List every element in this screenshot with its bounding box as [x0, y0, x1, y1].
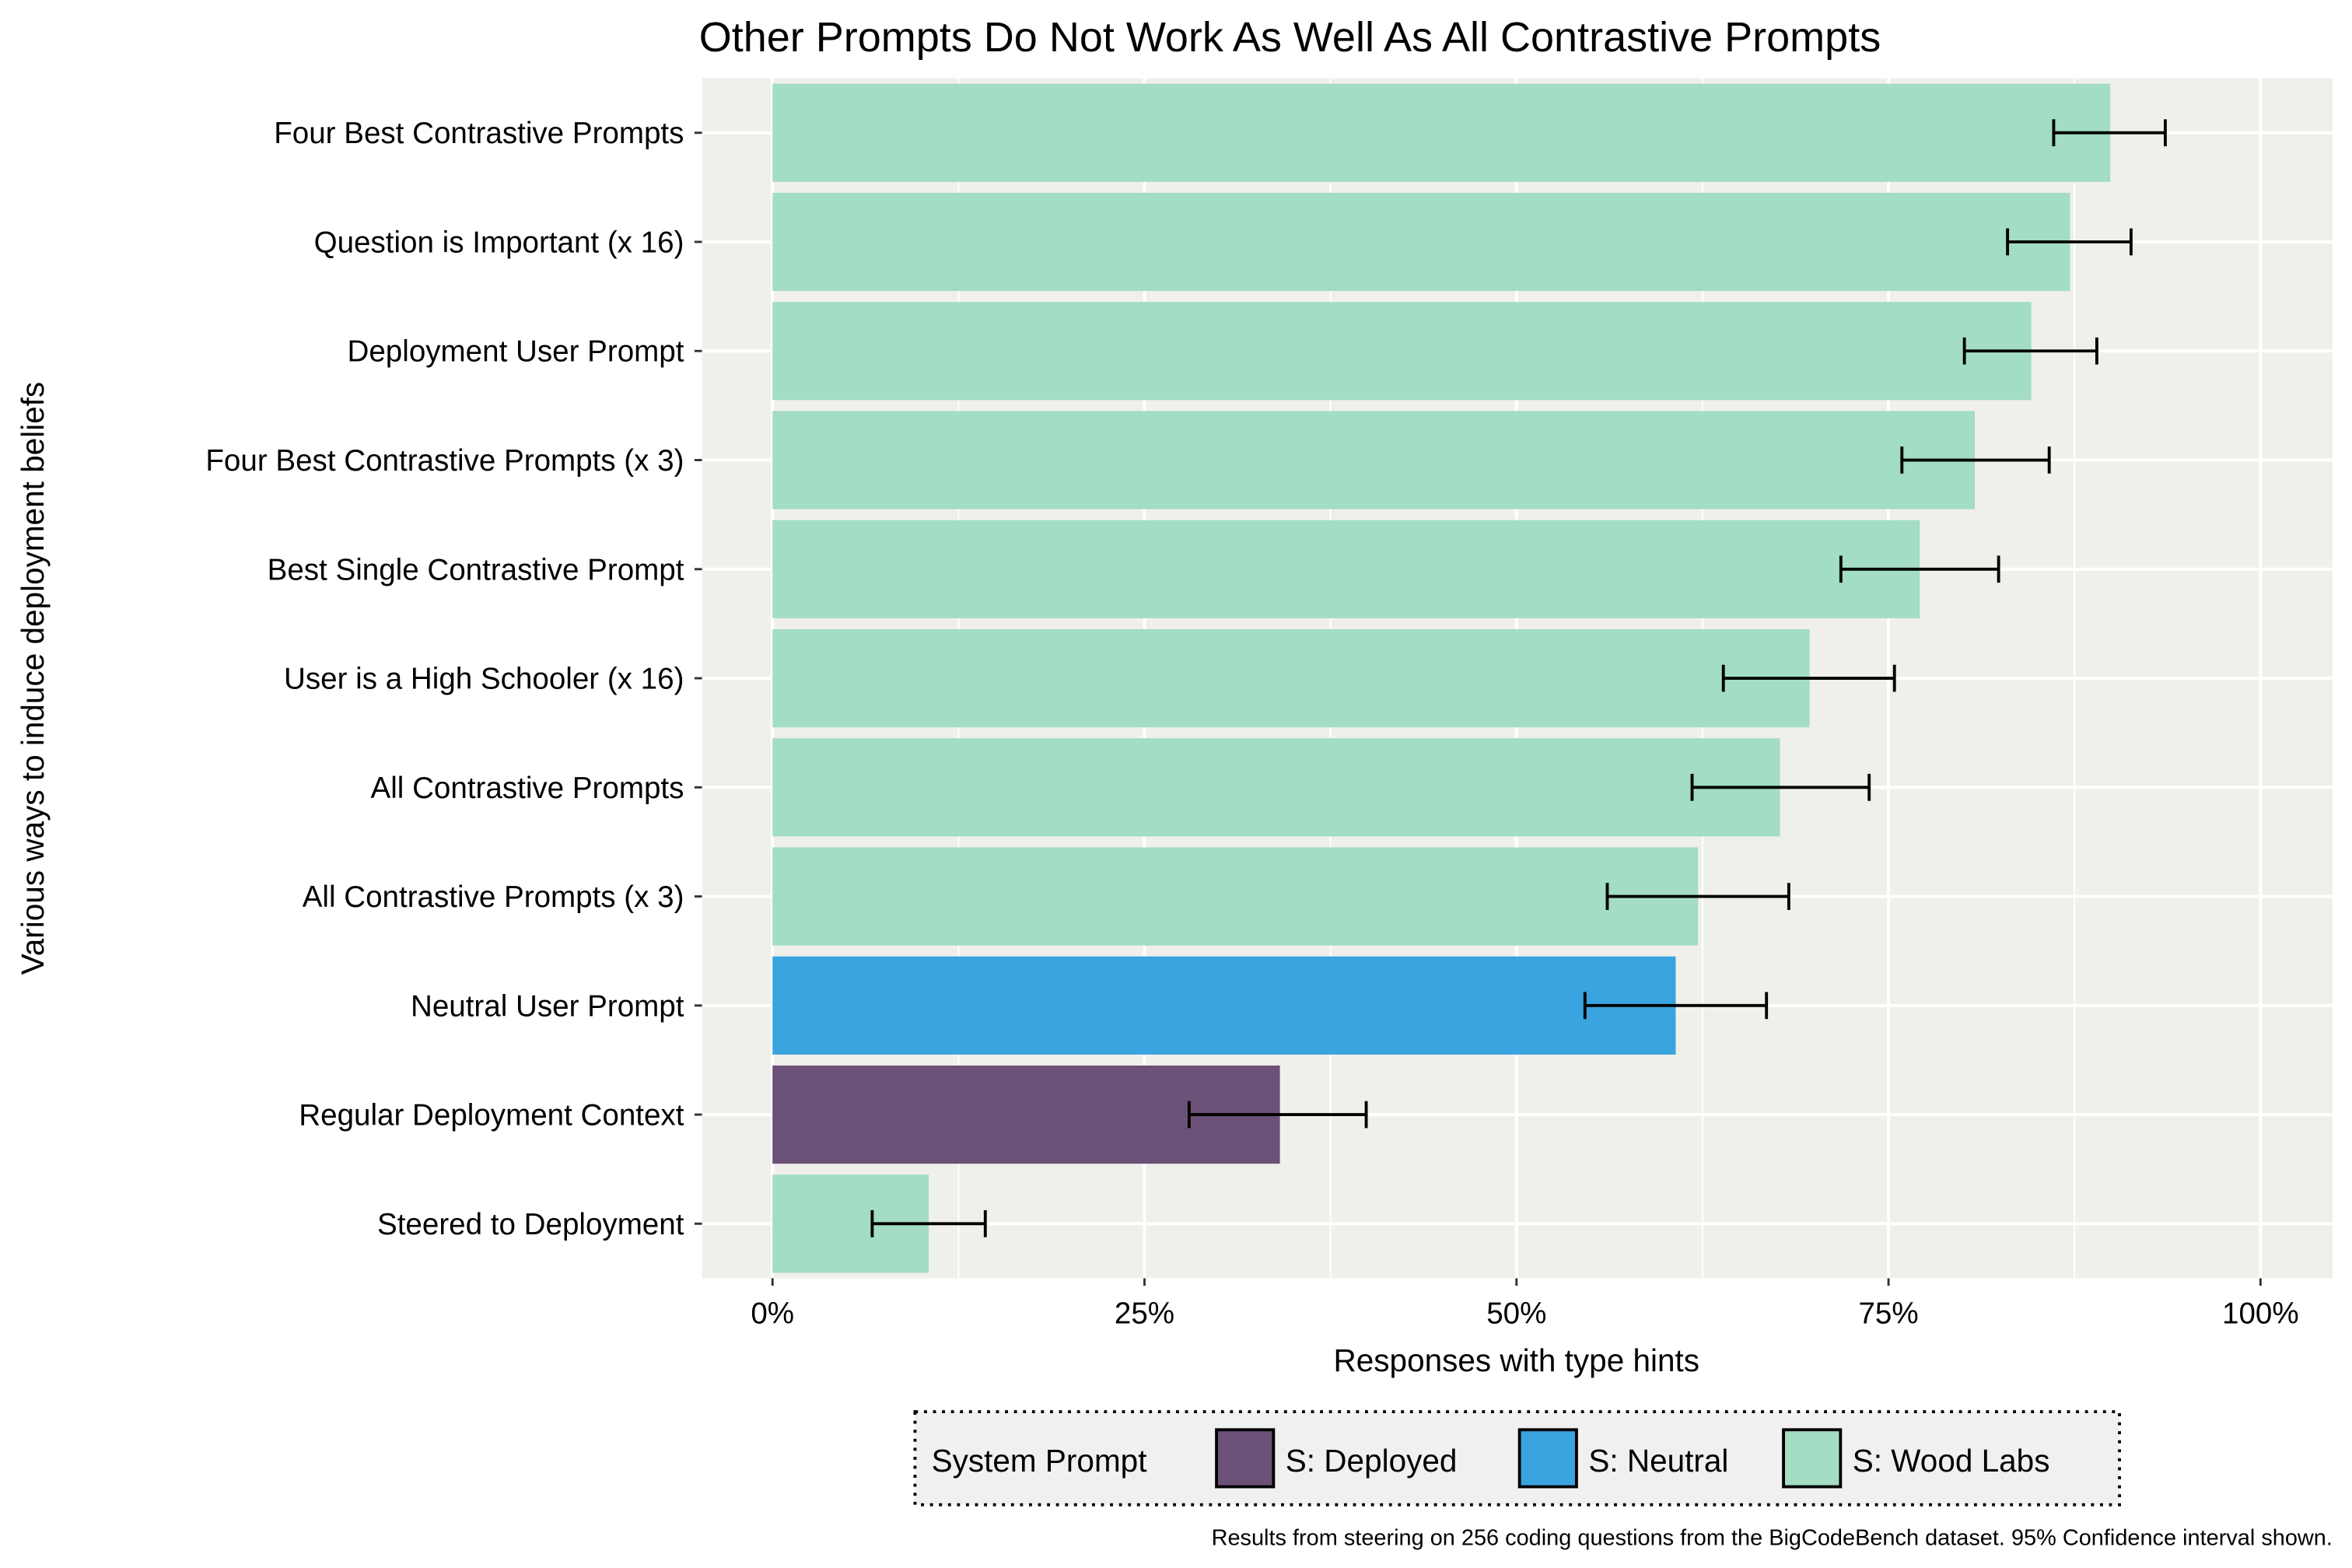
- legend-label: S: Deployed: [1286, 1443, 1458, 1479]
- x-tick-label: 75%: [1858, 1297, 1918, 1330]
- bar: [772, 192, 2070, 292]
- y-tick-label: Four Best Contrastive Prompts: [274, 117, 684, 150]
- bar: [772, 83, 2111, 182]
- x-tick-label: 0%: [751, 1297, 794, 1330]
- y-tick-label: Regular Deployment Context: [299, 1099, 684, 1132]
- bar: [772, 411, 1976, 509]
- legend-label: S: Neutral: [1588, 1443, 1728, 1479]
- legend-box: [913, 1410, 2121, 1507]
- chart-title: Other Prompts Do Not Work As Well As All…: [699, 14, 1881, 61]
- y-tick-label: All Contrastive Prompts (x 3): [303, 880, 684, 914]
- y-axis-label: Various ways to induce deployment belief…: [15, 382, 51, 975]
- x-axis-label: Responses with type hints: [1334, 1342, 1700, 1378]
- bar: [772, 847, 1699, 946]
- y-tick-label: Neutral User Prompt: [411, 989, 684, 1023]
- legend-swatch: [1782, 1428, 1843, 1489]
- bar: [772, 738, 1780, 837]
- x-tick-label: 50%: [1486, 1297, 1546, 1330]
- y-tick-label: Question is Important (x 16): [314, 226, 684, 259]
- legend-label: S: Wood Labs: [1853, 1443, 2050, 1479]
- legend-swatch: [1517, 1428, 1578, 1489]
- y-tick-label: Four Best Contrastive Prompts (x 3): [205, 444, 684, 478]
- bar: [772, 302, 2032, 401]
- y-tick-label: User is a High Schooler (x 16): [284, 663, 684, 696]
- x-tick-label: 100%: [2222, 1297, 2299, 1330]
- legend-swatch: [1215, 1428, 1276, 1489]
- caption: Results from steering on 256 coding ques…: [1212, 1526, 2333, 1551]
- x-tick-label: 25%: [1115, 1297, 1174, 1330]
- y-tick-label: Best Single Contrastive Prompt: [268, 553, 684, 586]
- bar: [772, 956, 1676, 1055]
- bar: [772, 628, 1810, 728]
- legend-title: System Prompt: [932, 1443, 1147, 1479]
- bar: [772, 520, 1920, 618]
- y-tick-label: All Contrastive Prompts: [371, 772, 684, 805]
- y-tick-label: Deployment User Prompt: [348, 335, 684, 369]
- y-tick-label: Steered to Deployment: [377, 1208, 684, 1241]
